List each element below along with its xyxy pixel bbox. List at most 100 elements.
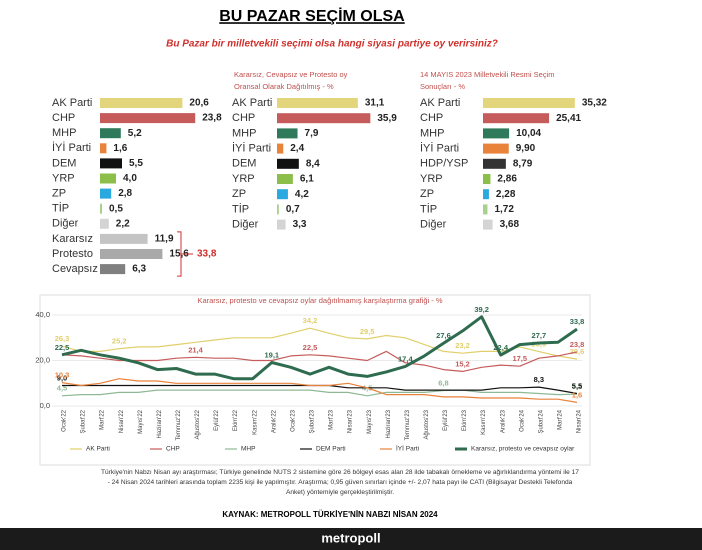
x-tick-label: Temmuz'23 xyxy=(405,409,411,440)
logo: metropoll xyxy=(321,530,380,545)
bar-label: ZP xyxy=(52,188,66,200)
x-tick-label: Haziran'22 xyxy=(157,409,163,438)
bar-label: HDP/YSP xyxy=(420,158,468,170)
bar-label: MHP xyxy=(232,127,256,139)
x-tick-label: Eylül'23 xyxy=(443,409,449,430)
x-tick-label: Aralık'23 xyxy=(500,409,506,433)
value-label: 20,6 xyxy=(189,98,209,109)
bar xyxy=(277,143,284,154)
x-tick-label: Mayıs'23 xyxy=(367,409,373,433)
data-label: 5,2 xyxy=(572,382,582,391)
page-title: BU PAZAR SEÇİM OLSA xyxy=(219,7,405,25)
x-tick-label: Ağustos'23 xyxy=(424,409,430,439)
data-label: 20,6 xyxy=(570,347,585,356)
bar-label: Protesto xyxy=(52,248,93,260)
data-label: 33,8 xyxy=(570,317,585,326)
legend-label: CHP xyxy=(166,446,180,453)
value-label: 1,6 xyxy=(113,143,127,154)
value-label: 35,9 xyxy=(377,113,397,124)
bar-label: YRP xyxy=(232,173,255,185)
value-label: 6,3 xyxy=(132,264,146,275)
y-tick-label: 20,0 xyxy=(35,355,50,364)
series-line xyxy=(61,389,578,397)
value-label: 4,0 xyxy=(123,173,137,184)
x-tick-label: Ağustos'22 xyxy=(195,409,201,439)
series-line xyxy=(61,378,578,403)
bar xyxy=(483,113,550,124)
x-tick-label: Mart'22 xyxy=(100,409,106,429)
data-label: 25,2 xyxy=(112,337,127,346)
panel-title: Sonuçları - % xyxy=(420,82,465,91)
panel-title: 14 MAYIS 2023 Milletvekili Resmi Seçim xyxy=(420,70,555,79)
x-tick-label: Mart'24 xyxy=(558,409,564,429)
value-label: 15,6 xyxy=(169,249,189,260)
data-label: 29,5 xyxy=(360,327,375,336)
x-tick-label: Ocak'22 xyxy=(62,409,68,431)
page-subtitle: Bu Pazar bir milletvekili seçimi olsa ha… xyxy=(166,39,498,50)
data-label: 34,2 xyxy=(303,316,318,325)
value-label: 5,5 xyxy=(129,158,143,169)
data-label: 5,5 xyxy=(572,381,582,390)
value-label: 3,3 xyxy=(293,219,307,230)
data-label: 26,3 xyxy=(55,334,70,343)
value-label: 2,8 xyxy=(118,188,132,199)
value-label: 8,79 xyxy=(513,158,533,169)
bar-label: MHP xyxy=(420,127,444,139)
x-tick-label: Ekim'22 xyxy=(233,409,239,431)
bar xyxy=(483,98,575,108)
x-tick-label: Aralık'22 xyxy=(271,409,277,433)
data-label: 17,4 xyxy=(398,354,413,363)
bar-label: Kararsız xyxy=(52,233,93,245)
bar xyxy=(483,128,510,139)
series-line xyxy=(61,350,578,372)
series-line xyxy=(61,327,578,360)
footer-band xyxy=(0,528,702,550)
y-tick-label: 0,0 xyxy=(40,401,50,410)
data-label: 23,2 xyxy=(455,341,470,350)
value-label: 5,2 xyxy=(128,128,142,139)
bar-label: AK Parti xyxy=(420,97,460,109)
bar-label: TİP xyxy=(232,202,249,215)
bar xyxy=(277,219,286,230)
bar xyxy=(100,158,122,169)
x-tick-label: Kasım'23 xyxy=(481,409,487,434)
bar xyxy=(100,203,102,214)
value-label: 11,9 xyxy=(155,234,174,245)
data-label: 22,5 xyxy=(55,343,70,352)
data-label: 19,1 xyxy=(265,351,280,360)
data-label: 8,3 xyxy=(534,375,544,384)
panel-title: Kararsız, Cevapsız ve Protesto oy xyxy=(234,70,348,79)
note-line: - 24 Nisan 2024 tarihleri arasında topla… xyxy=(108,479,573,486)
legend-label: MHP xyxy=(241,446,255,453)
value-label: 2,28 xyxy=(496,189,516,200)
data-label: 17,5 xyxy=(512,354,527,363)
value-label: 25,41 xyxy=(556,113,581,124)
data-label: 39,2 xyxy=(474,305,489,314)
note-line: Türkiye'nin Nabzı Nisan ayı araştırması;… xyxy=(101,469,579,476)
x-tick-label: Şubat'24 xyxy=(538,409,544,433)
bar-label: TİP xyxy=(420,202,437,215)
bar-label: ZP xyxy=(232,188,246,200)
x-tick-label: Ocak'24 xyxy=(519,409,525,431)
x-tick-label: Nisan'23 xyxy=(348,409,354,433)
bar xyxy=(100,264,126,275)
bar-label: İYİ Parti xyxy=(52,141,91,154)
bar-label: CHP xyxy=(52,112,75,124)
bar-label: CHP xyxy=(232,112,255,124)
data-label: 1,6 xyxy=(572,390,582,399)
x-tick-label: Nisan'24 xyxy=(577,409,583,433)
note-line: Anket) yöntemiyle gerçekleştirilmiştir. xyxy=(286,489,394,496)
x-tick-label: Mayıs'22 xyxy=(138,409,144,433)
data-label: 9,0 xyxy=(57,374,67,383)
x-tick-label: Şubat'23 xyxy=(310,409,316,433)
x-tick-label: Mart'23 xyxy=(329,409,335,429)
bar xyxy=(483,143,509,154)
bar xyxy=(100,249,163,259)
data-label: 22,5 xyxy=(303,343,318,352)
bar xyxy=(483,219,493,230)
value-label: 3,68 xyxy=(500,219,520,230)
source: KAYNAK: METROPOLL TÜRKİYE'NİN NABZI NİSA… xyxy=(222,510,438,519)
bar xyxy=(483,204,488,215)
